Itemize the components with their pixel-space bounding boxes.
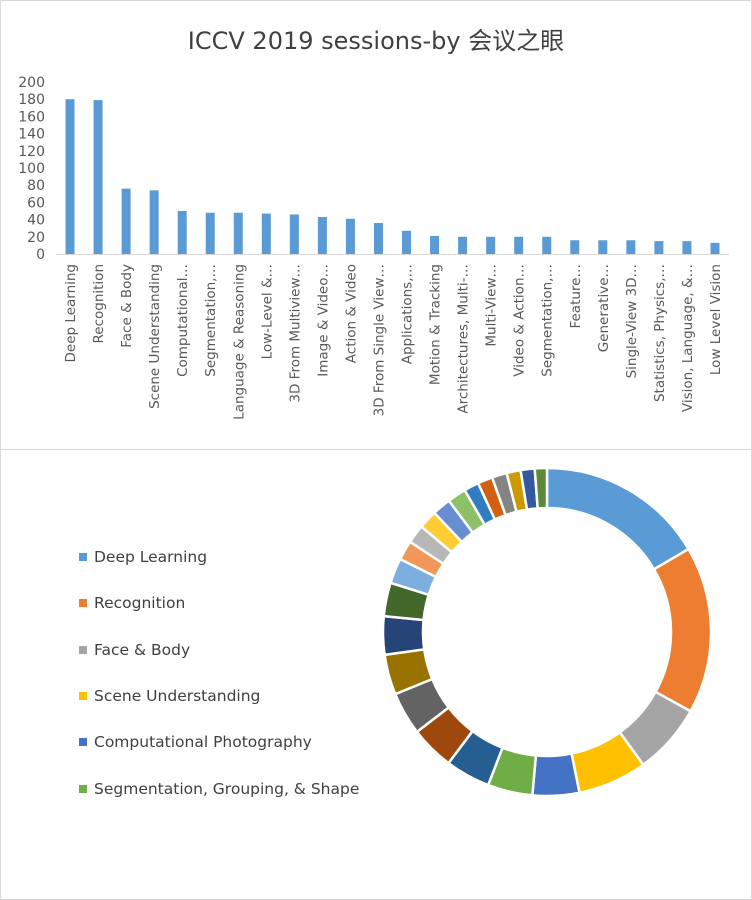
legend-swatch xyxy=(79,692,87,701)
legend-label: Recognition xyxy=(94,594,186,613)
bar xyxy=(93,100,103,254)
bar xyxy=(233,212,243,254)
x-tick-label: 3D From Multiview… xyxy=(287,264,303,403)
y-tick-label: 140 xyxy=(18,127,45,143)
x-tick-label: Deep Learning xyxy=(63,264,79,362)
bar xyxy=(289,214,299,254)
legend-item: Segmentation, Grouping, & Shape xyxy=(79,765,359,811)
x-tick-label: Segmentation,… xyxy=(203,264,219,377)
legend-label: Computational Photography xyxy=(94,733,312,752)
legend-swatch xyxy=(79,645,87,654)
y-tick-label: 160 xyxy=(18,109,45,125)
x-tick-label: Applications,… xyxy=(400,264,416,364)
x-tick-label: Action & Video xyxy=(343,264,359,363)
x-tick-label: Scene Understanding xyxy=(147,264,163,409)
legend-swatch xyxy=(79,599,87,608)
bar xyxy=(682,241,692,254)
x-tick-label: Computational… xyxy=(175,264,191,377)
bar xyxy=(710,242,720,254)
x-tick-label: Feature… xyxy=(568,264,584,329)
x-tick-label: Face & Body xyxy=(119,264,135,348)
y-tick-label: 20 xyxy=(27,230,45,246)
y-tick-label: 80 xyxy=(27,178,45,194)
y-tick-label: 200 xyxy=(18,75,45,91)
x-tick-label: Multi-View… xyxy=(484,264,500,347)
x-tick-label: Low Level Vision xyxy=(708,264,724,375)
x-tick-label: Generative… xyxy=(596,264,612,352)
legend-item: Deep Learning xyxy=(79,534,359,580)
legend-label: Segmentation, Grouping, & Shape xyxy=(94,779,360,798)
legend-item: Computational Photography xyxy=(79,719,359,765)
donut-chart-panel: Deep Learning Recognition Face & Body Scene… xyxy=(0,449,752,900)
bar xyxy=(458,236,468,254)
y-tick-label: 40 xyxy=(27,213,45,229)
donut-slice xyxy=(530,752,581,798)
x-tick-label: Architectures, Multi-… xyxy=(456,264,472,414)
y-tick-label: 60 xyxy=(27,195,45,211)
bar xyxy=(149,190,159,254)
bar xyxy=(373,223,383,254)
bar xyxy=(570,240,580,254)
legend-swatch xyxy=(79,784,87,793)
donut-slice xyxy=(381,614,426,657)
x-tick-label: Statistics, Physics,… xyxy=(652,264,668,402)
bar xyxy=(345,218,355,254)
legend-swatch xyxy=(79,553,87,562)
donut-slice xyxy=(533,466,549,510)
x-tick-label: Video & Action… xyxy=(512,264,528,377)
bar-chart-panel: ICCV 2019 sessions-by 会议之眼 0 20 40 60 80 100 1… xyxy=(0,0,752,450)
bar xyxy=(626,240,636,254)
x-tick-label: Motion & Tracking xyxy=(428,264,444,385)
y-tick-label: 120 xyxy=(18,144,45,160)
bar xyxy=(261,213,271,254)
bar xyxy=(317,217,327,254)
x-tick-label: Single-View 3D… xyxy=(624,264,640,378)
x-tick-label: Vision, Language, &… xyxy=(680,264,696,412)
legend-item: Scene Understanding xyxy=(79,673,359,719)
x-tick-label: 3D From Single View… xyxy=(371,264,387,416)
bar xyxy=(542,236,552,254)
y-tick-label: 180 xyxy=(18,92,45,108)
bar xyxy=(205,212,215,254)
donut-chart xyxy=(381,466,713,798)
legend-label: Deep Learning xyxy=(94,548,208,567)
bar xyxy=(430,235,440,254)
bar xyxy=(514,236,524,254)
bar xyxy=(654,241,664,254)
bar xyxy=(486,236,496,254)
legend-label: Scene Understanding xyxy=(94,687,261,706)
legend-item: Recognition xyxy=(79,580,359,626)
x-tick-label: Language & Reasoning xyxy=(231,264,247,420)
y-tick-label: 100 xyxy=(18,161,45,177)
bar xyxy=(598,240,608,254)
bar xyxy=(402,230,412,254)
bar xyxy=(65,99,75,254)
x-tick-label: Recognition xyxy=(91,264,107,344)
legend-swatch xyxy=(79,738,87,747)
x-tick-label: Low-Level &… xyxy=(259,264,275,359)
x-tick-label: Image & Video… xyxy=(315,264,331,377)
donut-slice xyxy=(545,466,691,571)
x-tick-label: Segmentation,… xyxy=(540,264,556,377)
y-tick-label: 0 xyxy=(36,247,45,263)
legend-item: Face & Body xyxy=(79,627,359,673)
bar xyxy=(121,188,131,254)
donut-slice xyxy=(652,547,713,713)
donut-legend: Deep Learning Recognition Face & Body Scene… xyxy=(79,534,359,812)
legend-label: Face & Body xyxy=(94,640,191,659)
bar xyxy=(177,211,187,254)
chart-title: ICCV 2019 sessions-by 会议之眼 xyxy=(187,27,565,55)
